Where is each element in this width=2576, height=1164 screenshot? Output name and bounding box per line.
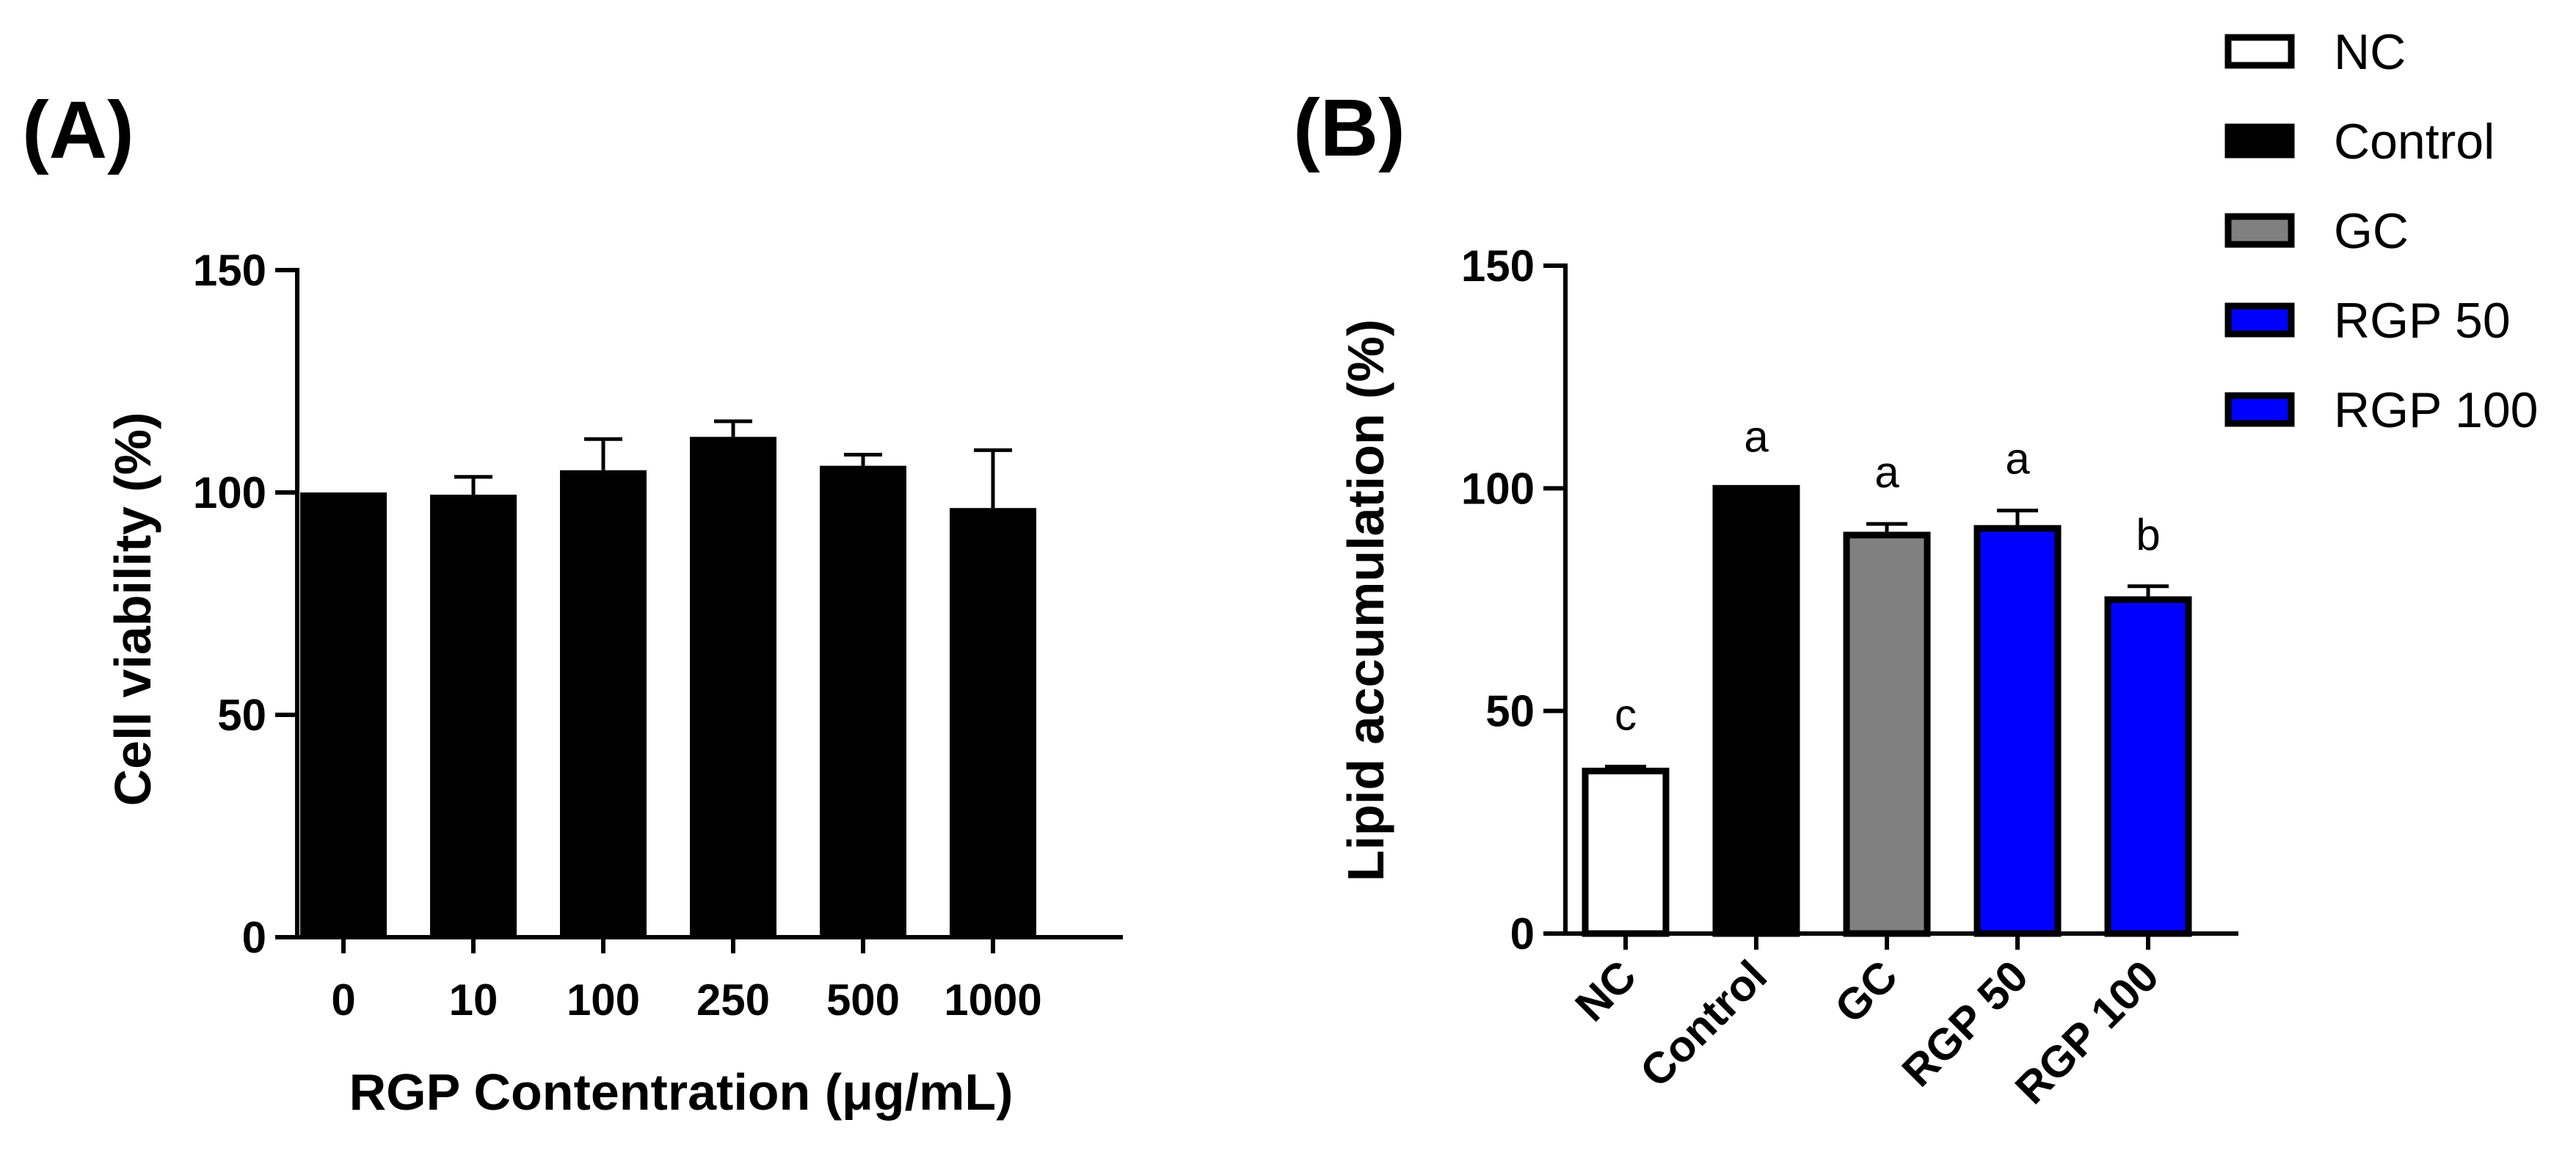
panel-a-error-bar-2 (584, 437, 622, 470)
panel-a-y-tick-label-0: 0 (242, 913, 266, 962)
panel-b-error-bar-2 (1866, 522, 1907, 536)
panel-b-x-tick-label-2: GC (1825, 951, 1907, 1033)
panel-a-x-tick-label-3: 250 (696, 975, 770, 1025)
panel-b-bar-4 (2104, 596, 2192, 937)
panel-b-y-tick-label-1: 50 (1485, 687, 1535, 736)
panel-a-error-bar-1 (454, 475, 492, 495)
panel-a-bar-1 (430, 495, 517, 937)
panel-b-label: (B) (1293, 83, 1405, 173)
panel-a-y-axis-title: Cell viability (%) (104, 412, 161, 807)
panel-b-legend-swatch-3 (2224, 302, 2295, 338)
panel-a-y-tick-label-2: 100 (193, 468, 266, 517)
panel-b-chart: (B) Lipid accumulation (%) NCControlGCRG… (1293, 24, 2538, 1113)
panel-b-bar-1 (1712, 484, 1800, 937)
panel-a-label: (A) (22, 85, 134, 175)
panel-a-error-bar-3 (714, 419, 752, 437)
panel-a-y-tick-label-1: 50 (217, 691, 266, 740)
panel-b-legend-label-0: NC (2334, 24, 2406, 80)
panel-b-legend-swatch-1 (2224, 123, 2295, 159)
panel-b-x-tick-label-1: Control (1631, 951, 1776, 1096)
panel-b-legend-swatch-2 (2224, 213, 2295, 248)
panel-a-x-axis-title: RGP Contentration (μg/mL) (349, 1063, 1014, 1121)
panel-a-x-tick-label-0: 0 (331, 975, 355, 1025)
panel-a-x-tick-label-1: 10 (449, 975, 498, 1025)
panel-a-bar-2 (560, 470, 647, 937)
panel-a-x-tick-label-4: 500 (826, 975, 900, 1025)
panel-b-x-tick-label-4: RGP 100 (2006, 951, 2168, 1113)
panel-b-legend-label-4: RGP 100 (2334, 382, 2538, 438)
panel-b-y-axis-title: Lipid accumulation (%) (1337, 319, 1394, 881)
panel-b-legend-label-2: GC (2334, 203, 2409, 259)
panel-b-y-tick-label-0: 0 (1510, 909, 1535, 959)
panel-b-legend-label-3: RGP 50 (2334, 293, 2511, 349)
panel-b-x-tick-label-0: NC (1566, 951, 1646, 1031)
panel-a-x-tick-label-2: 100 (567, 975, 640, 1025)
panel-b-legend-label-1: Control (2334, 114, 2495, 170)
panel-a-bar-3 (690, 437, 776, 937)
panel-b-y-tick-label-2: 100 (1461, 464, 1535, 513)
panel-b-significance-label-3: a (2005, 434, 2030, 484)
panel-a-bar-4 (820, 465, 906, 937)
panel-b-error-bar-4 (2128, 584, 2169, 600)
panel-a-bar-0 (300, 492, 387, 937)
panel-a-x-tick-label-5: 1000 (944, 975, 1041, 1025)
panel-a-y-tick-label-3: 150 (193, 246, 266, 295)
panel-b-bar-3 (1973, 525, 2062, 937)
panel-b-legend: NC Control GC RGP 50 RGP 100 (2224, 24, 2538, 438)
panel-b-y-tick-label-3: 150 (1461, 241, 1535, 291)
panel-b-legend-swatch-4 (2224, 392, 2295, 427)
panel-b-error-bar-3 (1997, 509, 2038, 528)
panel-a-chart: (A) Cell viability (%) RGP Contentration… (22, 85, 1123, 1121)
panel-a-error-bar-4 (844, 452, 882, 466)
panel-b-significance-label-0: c (1615, 691, 1637, 740)
panel-b-bar-2 (1843, 531, 1931, 937)
panel-b-bar-0 (1582, 768, 1670, 937)
panel-b-legend-swatch-0 (2224, 34, 2295, 69)
panel-a-bar-5 (950, 508, 1036, 937)
panel-b-significance-label-1: a (1744, 412, 1769, 461)
panel-b-error-bar-0 (1605, 765, 1646, 771)
panel-b-significance-label-2: a (1874, 448, 1899, 497)
panel-b-significance-label-4: b (2136, 510, 2160, 559)
panel-a-error-bar-5 (974, 448, 1012, 509)
